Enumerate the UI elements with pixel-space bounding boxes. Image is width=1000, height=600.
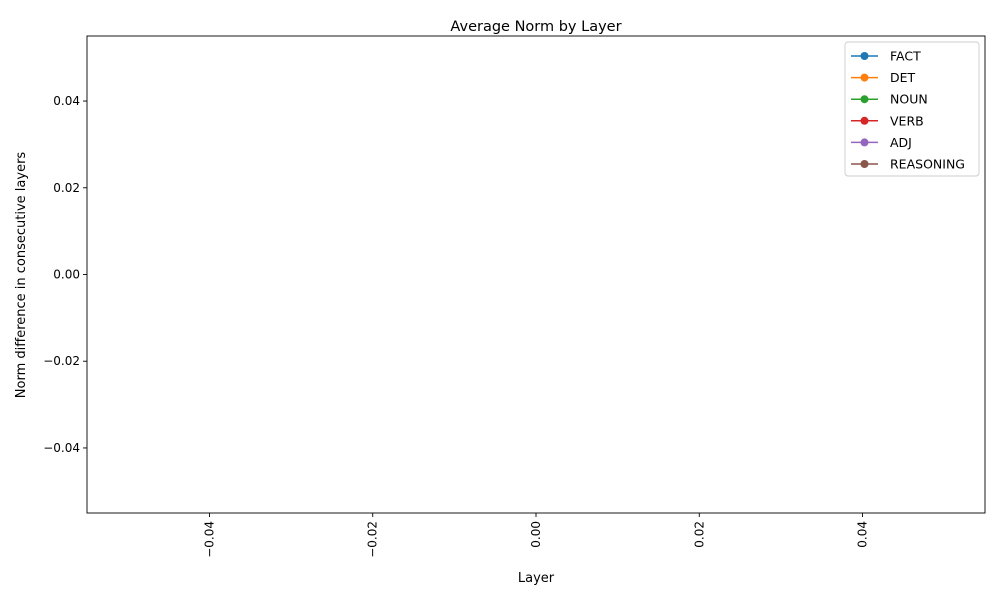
legend-marker — [860, 160, 869, 168]
y-axis-label: Norm difference in consecutive layers — [14, 152, 29, 399]
legend-marker — [860, 138, 869, 147]
legend-label: VERB — [890, 113, 924, 128]
legend-label: ADJ — [890, 135, 912, 150]
x-tick-label: 0.04 — [856, 521, 870, 548]
legend-entry-verb: VERB — [851, 113, 924, 128]
legend-box — [844, 41, 980, 177]
x-tick-label: 0.00 — [529, 521, 543, 548]
legend-entry-det: DET — [851, 70, 916, 85]
legend-entry-reasoning: REASONING — [851, 157, 965, 172]
x-tick-label: 0.02 — [692, 521, 706, 548]
x-axis-ticks: −0.04 −0.02 0.00 0.02 0.04 — [202, 513, 870, 558]
y-tick-label: 0.02 — [53, 181, 80, 195]
x-tick-label: −0.04 — [202, 521, 216, 558]
x-axis-label: Layer — [518, 571, 555, 586]
legend-entries: FACT DET NOUN VERB ADJ REASONING — [851, 49, 965, 172]
y-axis-ticks: −0.04 −0.02 0.00 0.02 0.04 — [43, 94, 87, 455]
y-tick-label: −0.02 — [43, 354, 80, 368]
y-tick-label: −0.04 — [43, 441, 80, 455]
legend-marker — [860, 52, 869, 60]
legend-entry-adj: ADJ — [851, 135, 912, 150]
legend-marker — [860, 116, 869, 125]
plot-area-frame — [86, 35, 986, 514]
legend-label: FACT — [890, 49, 921, 64]
chart-title: Average Norm by Layer — [450, 19, 621, 35]
legend-label: DET — [890, 70, 916, 85]
y-tick-label: 0.00 — [53, 268, 80, 282]
legend: FACT DET NOUN VERB ADJ REASONING — [844, 41, 980, 177]
y-tick-label: 0.04 — [53, 94, 80, 108]
x-tick-label: −0.02 — [366, 521, 380, 558]
legend-label: NOUN — [890, 92, 928, 107]
legend-label: REASONING — [890, 157, 965, 172]
legend-marker — [860, 73, 869, 82]
legend-marker — [860, 95, 869, 104]
legend-entry-fact: FACT — [851, 49, 921, 64]
legend-entry-noun: NOUN — [851, 92, 928, 107]
